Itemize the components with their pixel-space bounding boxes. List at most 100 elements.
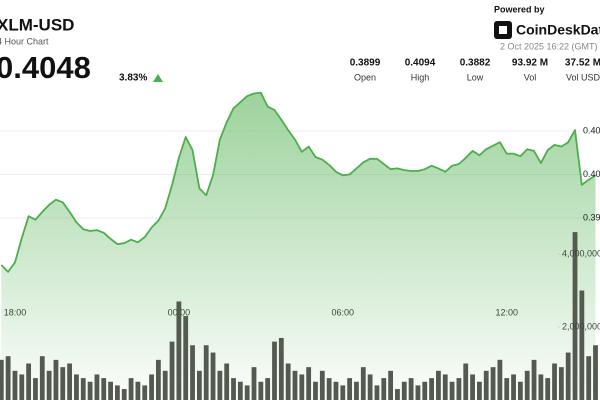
symbol: XLM-USD <box>0 15 74 34</box>
volume-bar <box>374 385 380 400</box>
volume-bar <box>0 359 4 400</box>
y2-tick-label: 2,000,000 <box>562 321 600 331</box>
volume-bar <box>53 359 59 400</box>
volume-bar <box>299 374 305 400</box>
up-arrow <box>153 74 163 82</box>
volume-bar <box>319 370 325 400</box>
volume-bar <box>183 316 189 400</box>
stat-value: 37.52 M <box>565 58 600 69</box>
volume-bar <box>545 378 551 400</box>
volume-bar <box>429 378 434 400</box>
volume-bar <box>442 374 448 400</box>
volume-bar <box>470 374 475 400</box>
stat-value: 93.92 M <box>512 58 548 69</box>
volume-bar <box>517 381 523 400</box>
volume-bar <box>388 370 394 400</box>
volume-bar <box>333 381 339 400</box>
volume-bar <box>121 389 127 400</box>
stats: 0.3899 Open 0.4094 High 0.3882 Low 93.92 M Vol 3… <box>350 58 600 83</box>
timestamp: 2 Oct 2025 16:22 (GMT) <box>500 41 598 51</box>
stat-value: 0.4094 <box>405 58 436 69</box>
subtitle: 24 Hour Chart <box>0 36 49 46</box>
volume-bar <box>292 370 298 400</box>
volume-bar <box>39 356 45 400</box>
brand: CoinDeskData <box>516 22 600 38</box>
volume-bar <box>531 359 537 400</box>
volume-bar <box>128 378 134 400</box>
volume-bar <box>169 341 175 400</box>
y-tick-label: 0.400 <box>583 169 600 179</box>
volume-bar <box>46 370 52 400</box>
volume-bar <box>135 381 141 400</box>
volume-bar <box>579 290 585 400</box>
volume-bar <box>224 363 230 400</box>
volume-bar <box>217 370 223 400</box>
volume-bar <box>538 374 544 400</box>
volume-bar <box>258 381 264 400</box>
volume-bar <box>367 374 373 400</box>
price-area <box>1 92 596 400</box>
volume-bar <box>463 363 469 400</box>
volume-bar <box>565 352 571 400</box>
volume-bar <box>313 381 318 400</box>
volume-bar <box>497 359 503 400</box>
stat-label: Vol USD <box>566 72 600 82</box>
change: 3.83% <box>119 73 147 84</box>
volume-bar <box>80 378 86 400</box>
volume-bar <box>572 232 578 400</box>
volume-bar <box>586 356 592 400</box>
y-tick-label: 0.395 <box>583 212 600 222</box>
stat-label: Vol <box>524 72 537 82</box>
volume-bar <box>149 374 154 400</box>
stat-label: Low <box>467 72 484 82</box>
volume-bar <box>306 367 312 400</box>
volume-bar <box>477 381 482 400</box>
volume-bar <box>94 374 100 400</box>
volume-bar <box>381 378 387 400</box>
volume-bar <box>347 378 353 400</box>
volume-bar <box>354 381 359 400</box>
volume-bar <box>504 378 510 400</box>
volume-bar <box>101 378 107 400</box>
volume-bar <box>108 381 113 400</box>
volume-bar <box>190 345 195 400</box>
volume-bar <box>19 374 25 400</box>
volume-bar <box>408 378 414 400</box>
volume-bar <box>360 367 366 400</box>
volume-bar <box>142 385 148 400</box>
volume-bar <box>74 374 79 400</box>
volume-bar <box>115 385 120 400</box>
brand-icon-inner <box>499 26 507 34</box>
volume-bar <box>436 370 441 400</box>
powered-by: Powered by <box>494 4 545 14</box>
current-price: 0.4048 <box>0 50 91 85</box>
volume-bar <box>265 378 271 400</box>
volume-bar <box>483 370 489 400</box>
volume-bar <box>558 367 564 400</box>
stat-label: High <box>411 72 430 82</box>
volume-bar <box>456 378 462 400</box>
volume-bar <box>415 385 421 400</box>
volume-bar <box>237 381 243 400</box>
volume-bar <box>401 381 407 400</box>
volume-bar <box>449 381 455 400</box>
volume-bar <box>395 389 400 400</box>
volume-bar <box>196 370 202 400</box>
plot: 18:0000:0006:0012:000.3950.4000.4052,000… <box>0 91 600 400</box>
volume-bar <box>26 363 32 400</box>
volume-bar <box>285 363 291 400</box>
volume-bar <box>244 385 250 400</box>
volume-bar <box>490 367 496 400</box>
volume-bar <box>162 370 168 400</box>
volume-bar <box>524 370 530 400</box>
volume-bar <box>176 301 182 400</box>
volume-bar <box>251 367 257 400</box>
volume-bar <box>33 378 38 400</box>
volume-bar <box>340 385 346 400</box>
volume-bar <box>593 345 598 400</box>
volume-bar <box>278 337 284 400</box>
volume-bar <box>87 381 93 400</box>
volume-bar <box>210 352 216 400</box>
